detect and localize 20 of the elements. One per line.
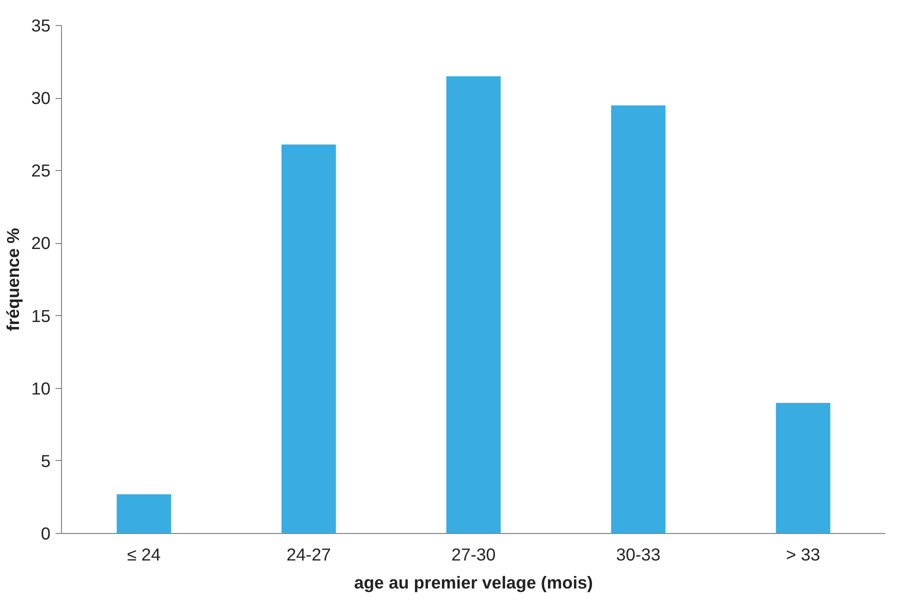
- y-tick-label: 30: [31, 88, 51, 108]
- x-tick-label: 24-27: [286, 544, 331, 564]
- y-tick-label: 35: [31, 16, 51, 36]
- bar: [116, 494, 172, 534]
- x-axis-title: age au premier velage (mois): [354, 572, 593, 592]
- bar: [776, 402, 830, 534]
- y-tick-label: 0: [40, 524, 51, 544]
- bar: [446, 76, 501, 534]
- y-tick-label: 15: [31, 306, 51, 326]
- y-tick-label: 20: [31, 233, 51, 254]
- bar: [282, 144, 336, 534]
- y-tick-label: 10: [31, 378, 51, 398]
- x-tick-label: ≤ 24: [127, 544, 162, 564]
- y-axis-title: fréquence %: [3, 228, 24, 332]
- x-tick-label: 27-30: [451, 544, 496, 564]
- x-tick-label: 30-33: [616, 544, 660, 564]
- y-tick-label: 25: [31, 160, 51, 181]
- bar: [611, 105, 666, 534]
- x-tick-label: > 33: [786, 544, 820, 564]
- y-tick-label: 5: [40, 450, 51, 471]
